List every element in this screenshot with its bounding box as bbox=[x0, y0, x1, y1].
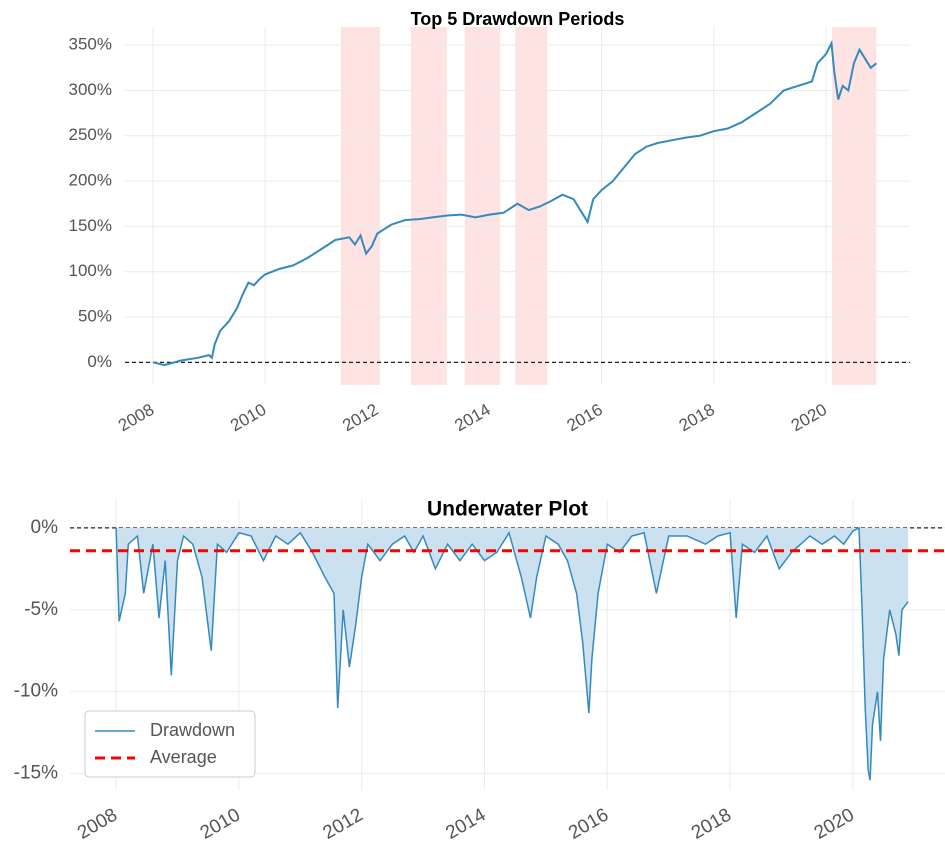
y-tick-label: 250% bbox=[69, 125, 112, 144]
x-tick-label: 2018 bbox=[688, 804, 735, 843]
y-tick-label: -15% bbox=[14, 763, 58, 784]
y-tick-label: 100% bbox=[69, 261, 112, 280]
drawdown-span bbox=[832, 27, 877, 385]
x-tick-label: 2012 bbox=[320, 804, 367, 843]
legend-box bbox=[84, 710, 256, 778]
cumulative-line bbox=[152, 39, 878, 367]
drawdown-span bbox=[410, 27, 447, 385]
x-tick-label: 2016 bbox=[565, 804, 612, 843]
chart-title: Underwater Plot bbox=[427, 498, 588, 521]
y-tick-label: 350% bbox=[69, 35, 112, 54]
legend-label: Average bbox=[150, 747, 217, 767]
x-tick-label: 2020 bbox=[811, 804, 858, 843]
y-tick-label: -10% bbox=[14, 681, 58, 702]
x-tick-label: 2014 bbox=[442, 804, 489, 843]
legend-label: Drawdown bbox=[150, 720, 235, 740]
x-tick-label: 2020 bbox=[788, 400, 830, 435]
y-tick-label: -5% bbox=[24, 599, 58, 620]
x-tick-label: 2012 bbox=[339, 400, 381, 435]
y-tick-label: 0% bbox=[31, 517, 59, 538]
y-tick-label: 150% bbox=[69, 216, 112, 235]
y-tick-label: 200% bbox=[69, 171, 112, 190]
y-tick-label: 0% bbox=[87, 352, 112, 371]
drawdown-span bbox=[464, 27, 501, 385]
chart-title: Top 5 Drawdown Periods bbox=[411, 9, 625, 29]
drawdown-line bbox=[115, 526, 909, 781]
x-tick-label: 2016 bbox=[564, 400, 606, 435]
x-tick-label: 2010 bbox=[227, 400, 269, 435]
x-tick-label: 2014 bbox=[451, 400, 493, 435]
x-tick-label: 2018 bbox=[676, 400, 718, 435]
x-tick-label: 2010 bbox=[197, 804, 244, 843]
x-tick-label: 2008 bbox=[74, 804, 121, 843]
y-tick-label: 300% bbox=[69, 80, 112, 99]
drawdown-span bbox=[340, 27, 381, 385]
x-tick-label: 2008 bbox=[115, 400, 157, 435]
y-tick-label: 50% bbox=[78, 307, 112, 326]
